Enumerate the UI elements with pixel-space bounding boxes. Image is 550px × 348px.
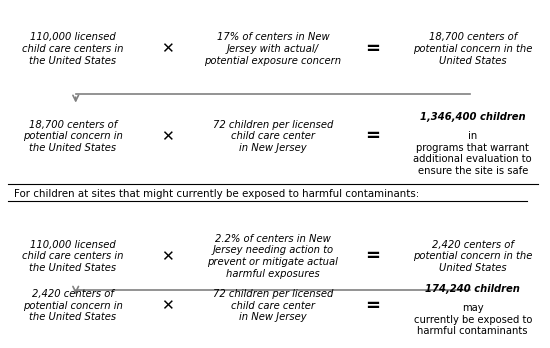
- Text: 2.2% of centers in New
Jersey needing action to
prevent or mitigate actual
harmf: 2.2% of centers in New Jersey needing ac…: [207, 234, 338, 279]
- Text: =: =: [365, 127, 380, 145]
- Text: 18,700 centers of
potential concern in
the United States: 18,700 centers of potential concern in t…: [23, 120, 123, 153]
- Text: 2,420 centers of
potential concern in the
United States: 2,420 centers of potential concern in th…: [413, 239, 532, 273]
- Text: =: =: [365, 297, 380, 315]
- Text: 72 children per licensed
child care center
in New Jersey: 72 children per licensed child care cent…: [213, 120, 333, 153]
- Text: may
currently be exposed to
harmful contaminants: may currently be exposed to harmful cont…: [414, 303, 532, 336]
- Text: 18,700 centers of
potential concern in the
United States: 18,700 centers of potential concern in t…: [413, 32, 532, 66]
- Text: 1,346,400 children: 1,346,400 children: [420, 112, 526, 122]
- Text: =: =: [365, 247, 380, 265]
- Text: 2,420 centers of
potential concern in
the United States: 2,420 centers of potential concern in th…: [23, 289, 123, 323]
- Text: in
programs that warrant
additional evaluation to
ensure the site is safe: in programs that warrant additional eval…: [414, 131, 532, 176]
- Text: =: =: [365, 40, 380, 58]
- Text: ✕: ✕: [161, 249, 174, 264]
- Text: ✕: ✕: [161, 298, 174, 313]
- Text: 110,000 licensed
child care centers in
the United States: 110,000 licensed child care centers in t…: [22, 239, 124, 273]
- Text: 72 children per licensed
child care center
in New Jersey: 72 children per licensed child care cent…: [213, 289, 333, 323]
- Text: 110,000 licensed
child care centers in
the United States: 110,000 licensed child care centers in t…: [22, 32, 124, 66]
- Text: For children at sites that might currently be exposed to harmful contaminants:: For children at sites that might current…: [14, 189, 419, 199]
- Text: ✕: ✕: [161, 41, 174, 56]
- Text: 17% of centers in New
Jersey with actual/
potential exposure concern: 17% of centers in New Jersey with actual…: [204, 32, 342, 66]
- Text: ✕: ✕: [161, 129, 174, 144]
- Text: 174,240 children: 174,240 children: [425, 284, 520, 294]
